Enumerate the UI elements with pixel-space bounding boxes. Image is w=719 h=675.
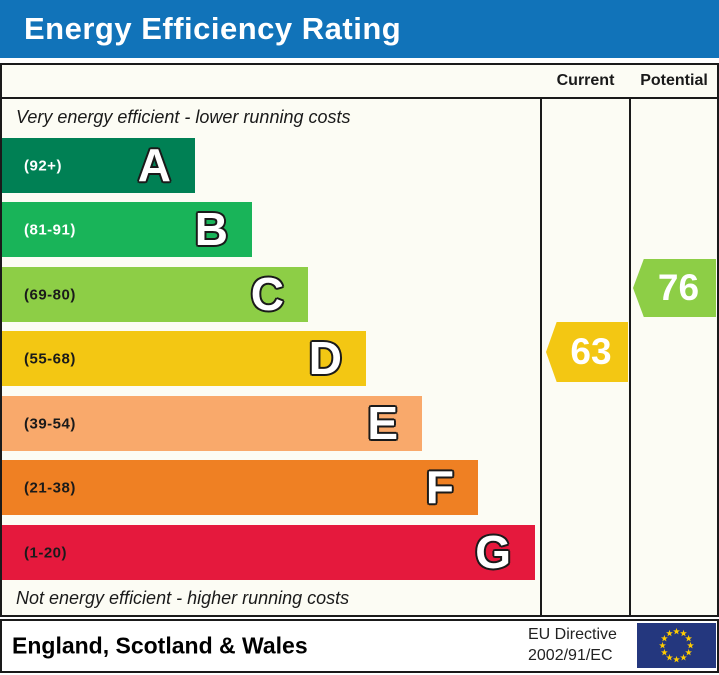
band-b: (81-91) B [2, 202, 252, 257]
band-a-range: (92+) [24, 157, 62, 174]
region-label: England, Scotland & Wales [12, 632, 308, 659]
band-f-range: (21-38) [24, 479, 76, 496]
column-header-row: Current Potential [2, 65, 717, 99]
band-g: (1-20) G [2, 525, 535, 580]
rating-chart: Current Potential Very energy efficient … [0, 63, 719, 617]
band-c: (69-80) C [2, 267, 308, 322]
band-b-letter: B [194, 202, 228, 255]
band-g-letter: G [475, 525, 511, 578]
band-f-letter: F [425, 460, 454, 513]
band-e: (39-54) E [2, 396, 422, 451]
top-note: Very energy efficient - lower running co… [16, 107, 351, 127]
current-rating-arrow: 63 [546, 322, 628, 382]
band-a: (92+) A [2, 138, 195, 193]
band-d: (55-68) D [2, 331, 366, 386]
current-column-divider [540, 65, 542, 615]
page-title: Energy Efficiency Rating [24, 11, 402, 46]
eu-flag-icon [637, 623, 716, 668]
current-rating-value: 63 [570, 331, 612, 372]
potential-rating-arrow: 76 [633, 259, 716, 317]
bottom-note: Not energy efficient - higher running co… [16, 588, 350, 608]
band-e-range: (39-54) [24, 415, 76, 432]
potential-column-header: Potential [640, 72, 708, 89]
footer-bar: England, Scotland & Wales EU Directive 20… [0, 619, 719, 673]
band-f: (21-38) F [2, 460, 478, 515]
potential-column-divider [629, 65, 631, 615]
band-e-letter: E [367, 396, 398, 449]
eu-directive-label: EU Directive 2002/91/EC [528, 626, 617, 664]
band-b-range: (81-91) [24, 221, 76, 238]
band-a-letter: A [137, 138, 171, 191]
band-d-range: (55-68) [24, 350, 76, 367]
title-bar: Energy Efficiency Rating [0, 0, 719, 58]
band-c-range: (69-80) [24, 286, 76, 303]
current-column-header: Current [556, 72, 615, 89]
band-c-letter: C [250, 267, 284, 320]
band-g-range: (1-20) [24, 544, 68, 561]
band-d-letter: D [308, 331, 342, 384]
potential-rating-value: 76 [657, 267, 700, 308]
